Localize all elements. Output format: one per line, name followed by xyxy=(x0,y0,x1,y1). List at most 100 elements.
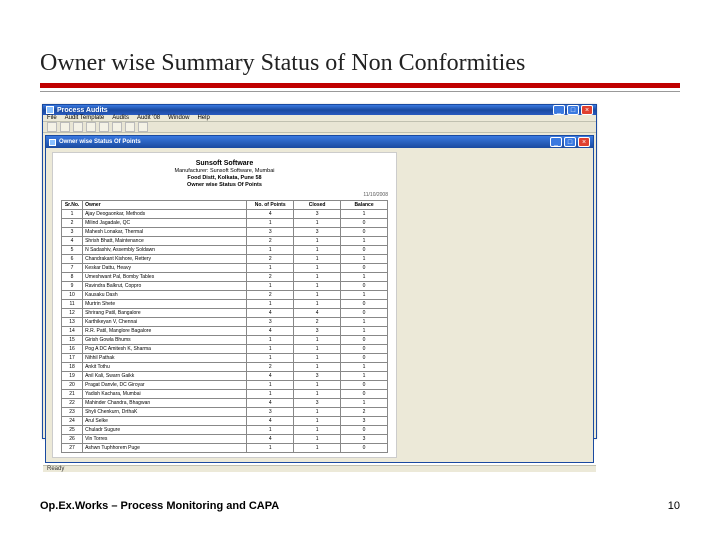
maximize-button[interactable]: □ xyxy=(567,105,579,115)
menu-item-window[interactable]: Window xyxy=(168,115,189,121)
value-cell: 0 xyxy=(341,299,388,308)
owner-cell: Pragat Danvle, DC Giroyar xyxy=(83,380,247,389)
value-cell: 1 xyxy=(294,299,341,308)
owner-cell: Anil Kali, Swarn Gaikk xyxy=(83,371,247,380)
toolbar-button-8[interactable] xyxy=(138,122,148,132)
value-cell: 2 xyxy=(247,272,294,281)
value-cell: 1 xyxy=(341,362,388,371)
toolbar-button-3[interactable] xyxy=(73,122,83,132)
report-header: Sunsoft Software Manufacturer: Sunsoft S… xyxy=(61,159,388,190)
value-cell: 1 xyxy=(247,218,294,227)
value-cell: 3 xyxy=(341,416,388,425)
report-subtitle2: Food Distt, Kolkata, Pune 58 xyxy=(61,175,388,182)
toolbar-button-4[interactable] xyxy=(86,122,96,132)
value-cell: 4 xyxy=(247,209,294,218)
table-row: 12Shrirang Patil, Bangalore440 xyxy=(62,308,388,317)
table-row: 16Pog A DC Amitesh K, Sharma110 xyxy=(62,344,388,353)
value-cell: 1 xyxy=(294,407,341,416)
toolbar[interactable] xyxy=(43,122,596,133)
value-cell: 4 xyxy=(62,236,83,245)
value-cell: 2 xyxy=(247,290,294,299)
value-cell: 2 xyxy=(247,236,294,245)
menu-item-audit-template[interactable]: Audit Template xyxy=(65,115,105,121)
value-cell: 1 xyxy=(247,380,294,389)
menubar[interactable]: File Audit Template Audits Audit '08 Window H… xyxy=(43,115,596,122)
report-area: Sunsoft Software Manufacturer: Sunsoft S… xyxy=(46,148,593,462)
close-button[interactable]: × xyxy=(581,105,593,115)
report-title: Owner wise Status Of Points xyxy=(61,182,388,189)
value-cell: 24 xyxy=(62,416,83,425)
value-cell: 0 xyxy=(341,344,388,353)
title-rule-thin xyxy=(40,91,680,92)
value-cell: 4 xyxy=(247,416,294,425)
owner-cell: Milind Jagadale, QC xyxy=(83,218,247,227)
toolbar-button-7[interactable] xyxy=(125,122,135,132)
value-cell: 10 xyxy=(62,290,83,299)
sub-close-button[interactable]: × xyxy=(578,137,590,147)
table-row: 23Shyli Chenkurn, DrthaK312 xyxy=(62,407,388,416)
value-cell: 4 xyxy=(247,434,294,443)
subwindow-title-text: Owner wise Status Of Points xyxy=(59,139,550,145)
value-cell: 21 xyxy=(62,389,83,398)
title-rule xyxy=(40,83,680,88)
table-row: 17Nihhil Pathak110 xyxy=(62,353,388,362)
value-cell: 1 xyxy=(341,254,388,263)
table-row: 11Murtrin Shete110 xyxy=(62,299,388,308)
slide-title: Owner wise Summary Status of Non Conform… xyxy=(40,50,680,77)
value-cell: 23 xyxy=(62,407,83,416)
owner-cell: Pog A DC Amitesh K, Sharma xyxy=(83,344,247,353)
menu-item-file[interactable]: File xyxy=(47,115,57,121)
table-row: 3Mahesh Lonakar, Thermal330 xyxy=(62,227,388,236)
value-cell: 1 xyxy=(294,335,341,344)
statusbar-text: Ready xyxy=(47,466,64,472)
sub-maximize-button[interactable]: □ xyxy=(564,137,576,147)
value-cell: 5 xyxy=(62,245,83,254)
toolbar-button-2[interactable] xyxy=(60,122,70,132)
menu-item-help[interactable]: Help xyxy=(197,115,209,121)
table-row: 25Chuladr Sugure110 xyxy=(62,425,388,434)
value-cell: 4 xyxy=(247,371,294,380)
value-cell: 1 xyxy=(294,380,341,389)
value-cell: 0 xyxy=(341,425,388,434)
table-row: 2Milind Jagadale, QC110 xyxy=(62,218,388,227)
value-cell: 18 xyxy=(62,362,83,371)
table-row: 6Chandrakant Kishore, Rettery211 xyxy=(62,254,388,263)
menu-item-audit-08[interactable]: Audit '08 xyxy=(137,115,160,121)
table-row: 1Ajay Deogaonkar, Methods431 xyxy=(62,209,388,218)
value-cell: 1 xyxy=(294,416,341,425)
value-cell: 1 xyxy=(341,236,388,245)
minimize-button[interactable]: _ xyxy=(553,105,565,115)
subwindow-titlebar[interactable]: Owner wise Status Of Points _ □ × xyxy=(46,136,593,148)
value-cell: 1 xyxy=(294,362,341,371)
sub-minimize-button[interactable]: _ xyxy=(550,137,562,147)
value-cell: 25 xyxy=(62,425,83,434)
value-cell: 3 xyxy=(294,371,341,380)
toolbar-button-6[interactable] xyxy=(112,122,122,132)
value-cell: 11 xyxy=(62,299,83,308)
table-row: 27Ashwn Tuphhorem Puge110 xyxy=(62,443,388,452)
slide: Owner wise Summary Status of Non Conform… xyxy=(0,0,720,540)
owner-cell: Mahesh Lonakar, Thermal xyxy=(83,227,247,236)
owner-cell: Karthikeyan V, Chennai xyxy=(83,317,247,326)
owner-cell: Girish Gowla Bhums xyxy=(83,335,247,344)
table-row: 7Keskar Dattu, Heavy110 xyxy=(62,263,388,272)
window-titlebar[interactable]: Process Audits _ □ × xyxy=(43,105,596,115)
value-cell: 3 xyxy=(294,227,341,236)
value-cell: 3 xyxy=(341,434,388,443)
table-row: 19Anil Kali, Swarn Gaikk431 xyxy=(62,371,388,380)
column-header: Sr.No. xyxy=(62,200,83,209)
owner-cell: Chandrakant Kishore, Rettery xyxy=(83,254,247,263)
value-cell: 1 xyxy=(341,398,388,407)
report-side-panel xyxy=(399,152,589,458)
value-cell: 1 xyxy=(247,281,294,290)
value-cell: 2 xyxy=(247,254,294,263)
toolbar-button-1[interactable] xyxy=(47,122,57,132)
footer-left: Op.Ex.Works – Process Monitoring and CAP… xyxy=(40,500,279,512)
menu-item-audits[interactable]: Audits xyxy=(112,115,129,121)
value-cell: 7 xyxy=(62,263,83,272)
toolbar-button-5[interactable] xyxy=(99,122,109,132)
table-row: 21Yadish Kachara, Mumbai110 xyxy=(62,389,388,398)
value-cell: 22 xyxy=(62,398,83,407)
table-row: 18Ankit Tothu211 xyxy=(62,362,388,371)
value-cell: 4 xyxy=(247,326,294,335)
